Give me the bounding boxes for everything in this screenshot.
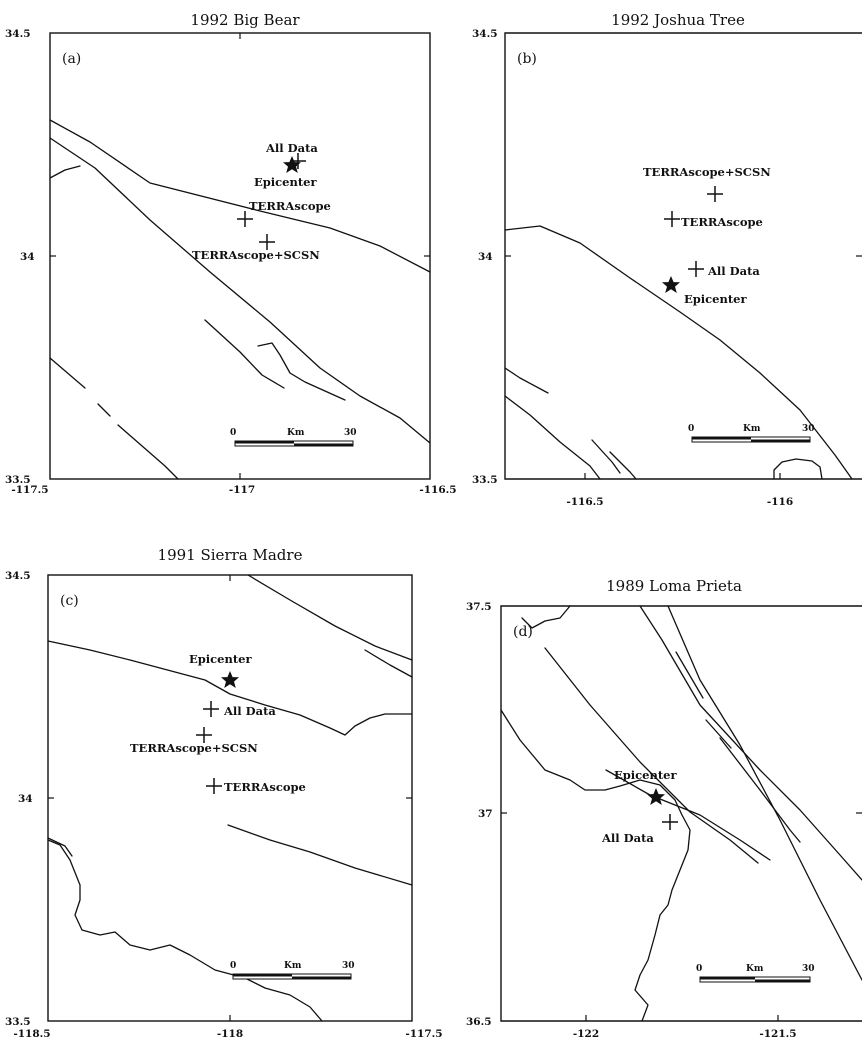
panel-b-terrascope-label: TERRAscope (681, 215, 763, 229)
panel-b-scale-unit: Km (743, 424, 761, 434)
panel-c-terrascope-scsn-label: TERRAscope+SCSN (130, 741, 258, 755)
panel-b: 1992 Joshua Tree (b) 34.5 34 33.5 -116.5… (472, 11, 862, 508)
panel-b-faults (504, 225, 853, 480)
panel-d-epicenter-star (647, 788, 665, 805)
panel-b-scale-end: 30 (802, 424, 815, 434)
panel-b-lon-tick-right: -116 (767, 496, 793, 508)
panel-b-title: 1992 Joshua Tree (611, 11, 745, 29)
panel-a-scale-start: 0 (230, 428, 236, 438)
panel-a-lat-tick-mid: 34 (20, 251, 35, 263)
panel-a-faults (49, 119, 431, 480)
panel-d-coastline (500, 605, 691, 1022)
panel-d-all-data-marker (662, 814, 678, 830)
panel-d-epicenter-label: Epicenter (614, 768, 677, 782)
panel-b-label: (b) (517, 51, 537, 67)
panel-a-axis-ticks (50, 33, 430, 479)
panel-c-scale-end: 30 (342, 961, 355, 971)
panel-a-terrascope-scsn-marker (259, 234, 275, 250)
panel-d-lon-tick-left: -122 (573, 1028, 599, 1040)
panel-b-all-data-label: All Data (707, 264, 760, 278)
panel-a-terrascope-label: TERRAscope (249, 199, 331, 213)
panel-c-all-data-label: All Data (223, 704, 276, 718)
panel-c-faults (47, 574, 413, 1022)
panel-a-lon-tick-left: -117.5 (11, 484, 48, 496)
panel-a-lat-tick-top: 34.5 (5, 28, 31, 40)
panel-c-lon-tick-left: -118.5 (13, 1028, 50, 1040)
panel-b-lat-tick-mid: 34 (478, 251, 493, 263)
panel-b-terrascope-marker (664, 211, 680, 227)
panel-c-lon-tick-right: -117.5 (405, 1028, 442, 1040)
panel-d-scale-start: 0 (696, 964, 702, 974)
panel-c-all-data-marker (203, 701, 219, 717)
panel-d-lon-tick-right: -121.5 (759, 1028, 796, 1040)
panel-a-terrascope-marker (237, 211, 253, 227)
panel-b-all-data-marker (688, 261, 704, 277)
panel-a-lat-tick-bottom: 33.5 (5, 474, 31, 486)
panel-d-lat-tick-mid: 37 (478, 808, 493, 820)
panel-c-terrascope-marker (206, 778, 222, 794)
panel-d-faults (544, 605, 862, 981)
panel-c-axis-ticks (48, 575, 412, 1021)
panel-a-terrascope-scsn-label: TERRAscope+SCSN (192, 248, 320, 262)
panel-b-frame (504, 32, 862, 480)
panel-c-lat-tick-top: 34.5 (5, 570, 31, 582)
panel-d-label: (d) (513, 624, 533, 640)
panel-c-epicenter-label: Epicenter (189, 652, 252, 666)
panel-c-lat-tick-mid: 34 (18, 793, 33, 805)
panel-b-terrascope-scsn-marker (707, 186, 723, 202)
panel-b-axis-ticks (505, 255, 862, 479)
panel-a-label: (a) (62, 51, 81, 67)
panel-d: 1989 Loma Prieta (d) 37.5 37 36.5 -122 -… (466, 577, 862, 1040)
panel-b-lat-tick-bottom: 33.5 (472, 474, 498, 486)
panel-b-lon-tick-left: -116.5 (566, 496, 603, 508)
panel-c-scale-unit: Km (284, 961, 302, 971)
panel-d-scale-bar (699, 976, 811, 983)
panel-b-lat-tick-top: 34.5 (472, 28, 498, 40)
panel-c-scale-start: 0 (230, 961, 236, 971)
panel-c-terrascope-scsn-marker (196, 727, 212, 743)
panel-b-epicenter-star (662, 276, 680, 293)
panel-b-scale-start: 0 (688, 424, 694, 434)
panel-d-all-data-label: All Data (601, 831, 654, 845)
panel-c-epicenter-star (221, 671, 239, 688)
panel-d-scale-unit: Km (746, 964, 764, 974)
panel-a-scale-bar (234, 440, 354, 447)
panel-b-terrascope-scsn-label: TERRAscope+SCSN (643, 165, 771, 179)
panel-d-title: 1989 Loma Prieta (606, 577, 742, 595)
panel-a-lon-tick-right: -116.5 (419, 484, 456, 496)
panel-d-lat-tick-bottom: 36.5 (466, 1016, 492, 1028)
panel-a: 1992 Big Bear (a) 34.5 34 33.5 -117.5 -1… (5, 11, 457, 496)
panel-c-title: 1991 Sierra Madre (158, 546, 303, 564)
panel-c: 1991 Sierra Madre (c) 34.5 34 33.5 -118.… (5, 546, 443, 1040)
panel-a-epicenter-star (283, 156, 301, 173)
panel-c-scale-bar (232, 973, 352, 980)
panel-a-scale-unit: Km (287, 428, 305, 438)
panel-c-lat-tick-bottom: 33.5 (5, 1016, 31, 1028)
panel-d-lat-tick-top: 37.5 (466, 601, 492, 613)
panel-a-scale-end: 30 (344, 428, 357, 438)
panel-c-terrascope-label: TERRAscope (224, 780, 306, 794)
panel-c-frame (47, 574, 413, 1022)
panel-a-lon-tick-mid: -117 (229, 484, 255, 496)
panel-a-all-data-label: All Data (265, 141, 318, 155)
panel-c-lon-tick-mid: -118 (217, 1028, 243, 1040)
panel-d-axis-ticks (501, 812, 862, 1021)
panel-b-scale-bar (691, 436, 811, 443)
panel-d-scale-end: 30 (802, 964, 815, 974)
panel-c-label: (c) (60, 593, 79, 609)
panel-b-epicenter-label: Epicenter (684, 292, 747, 306)
panel-a-epicenter-label: Epicenter (254, 175, 317, 189)
panel-a-title: 1992 Big Bear (190, 11, 300, 29)
